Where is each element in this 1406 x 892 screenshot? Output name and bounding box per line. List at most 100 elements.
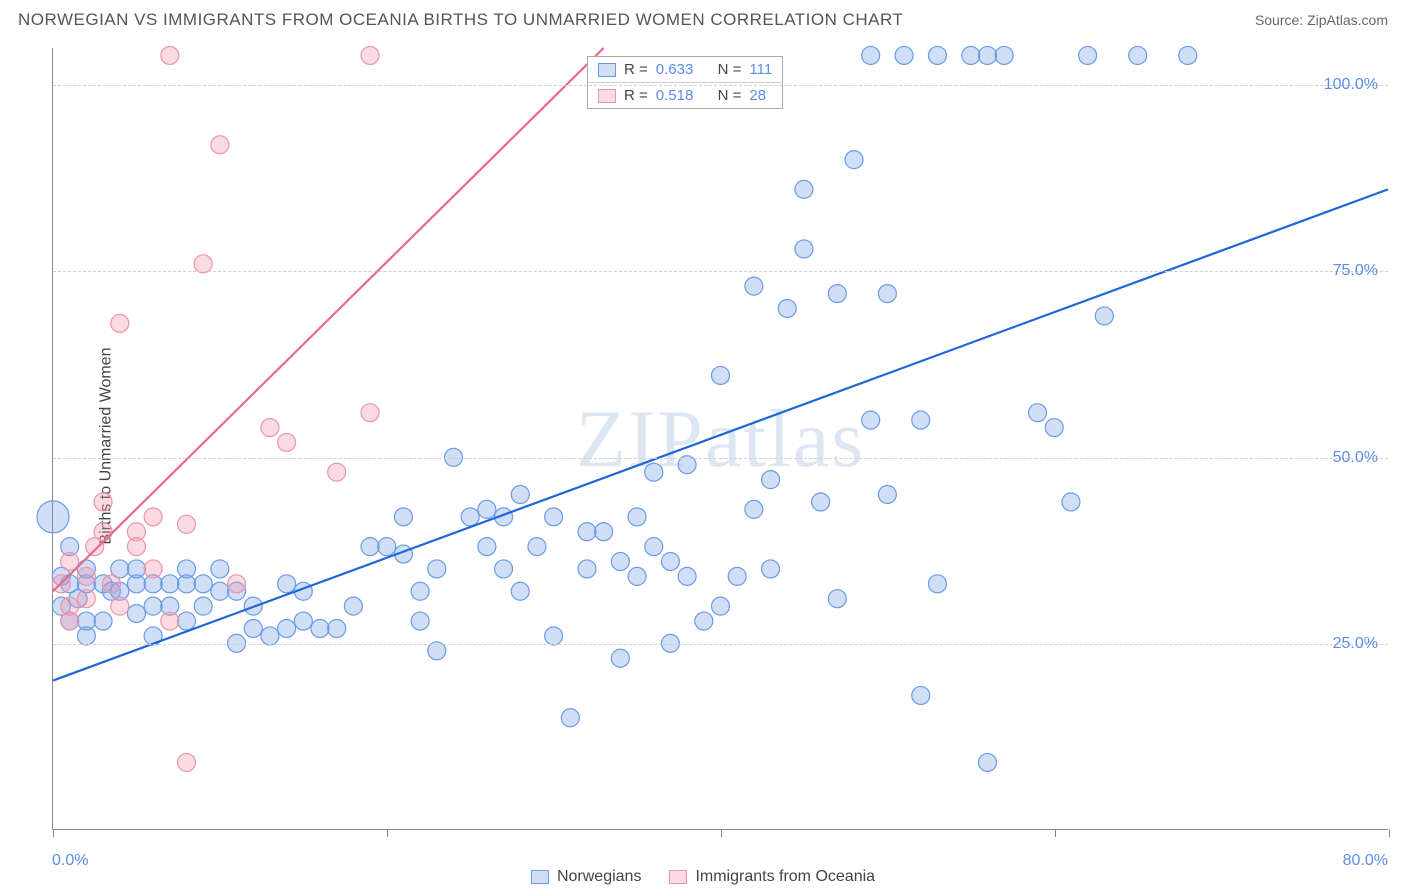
scatter-point (845, 151, 863, 169)
scatter-point (178, 753, 196, 771)
scatter-point (77, 590, 95, 608)
scatter-point (1045, 419, 1063, 437)
scatter-point (102, 575, 120, 593)
x-tick (721, 829, 722, 837)
scatter-point (161, 575, 179, 593)
trend-line (53, 48, 604, 591)
series-swatch (598, 63, 616, 77)
scatter-point (161, 46, 179, 64)
scatter-point (194, 597, 212, 615)
scatter-point (528, 538, 546, 556)
scatter-point (378, 538, 396, 556)
legend-item: Immigrants from Oceania (669, 868, 875, 886)
scatter-point (962, 46, 980, 64)
scatter-point (411, 582, 429, 600)
scatter-point (361, 404, 379, 422)
scatter-point (561, 709, 579, 727)
scatter-point (1062, 493, 1080, 511)
scatter-point (1095, 307, 1113, 325)
gridline-h (53, 458, 1388, 459)
scatter-point (895, 46, 913, 64)
scatter-point (711, 366, 729, 384)
scatter-point (762, 560, 780, 578)
scatter-point (762, 471, 780, 489)
x-tick (53, 829, 54, 837)
scatter-point (1079, 46, 1097, 64)
series-swatch (598, 89, 616, 103)
scatter-point (211, 582, 229, 600)
gridline-h (53, 644, 1388, 645)
scatter-point (545, 508, 563, 526)
scatter-point (144, 560, 162, 578)
scatter-point (328, 463, 346, 481)
scatter-point (661, 553, 679, 571)
scatter-point (478, 500, 496, 518)
scatter-point (94, 612, 112, 630)
y-tick-label: 100.0% (1324, 76, 1378, 94)
scatter-point (695, 612, 713, 630)
scatter-point (194, 255, 212, 273)
scatter-point (94, 523, 112, 541)
scatter-point (361, 46, 379, 64)
scatter-point (278, 619, 296, 637)
chart-plot-area: ZIPatlas R =0.633 N =111R =0.518 N =28 2… (52, 48, 1388, 830)
scatter-point (127, 538, 145, 556)
scatter-point (261, 419, 279, 437)
stat-n-value: 111 (749, 61, 772, 78)
scatter-point (828, 285, 846, 303)
scatter-point (628, 508, 646, 526)
scatter-svg (53, 48, 1388, 829)
scatter-point (77, 627, 95, 645)
scatter-point (178, 560, 196, 578)
scatter-point (745, 277, 763, 295)
scatter-point (978, 46, 996, 64)
scatter-point (178, 515, 196, 533)
scatter-point (711, 597, 729, 615)
scatter-point (161, 612, 179, 630)
gridline-h (53, 271, 1388, 272)
scatter-point (194, 575, 212, 593)
scatter-point (628, 567, 646, 585)
scatter-point (411, 612, 429, 630)
legend-swatch (531, 870, 549, 884)
scatter-point (127, 605, 145, 623)
scatter-point (978, 753, 996, 771)
scatter-point (878, 486, 896, 504)
scatter-point (77, 567, 95, 585)
scatter-point (745, 500, 763, 518)
scatter-point (795, 240, 813, 258)
legend-item: Norwegians (531, 868, 641, 886)
scatter-point (995, 46, 1013, 64)
chart-header: NORWEGIAN VS IMMIGRANTS FROM OCEANIA BIR… (18, 10, 1388, 30)
y-tick-label: 25.0% (1333, 635, 1378, 653)
legend-label: Norwegians (557, 868, 641, 886)
scatter-point (361, 538, 379, 556)
scatter-point (645, 538, 663, 556)
stat-r-label: R = (624, 61, 648, 78)
scatter-point (878, 285, 896, 303)
scatter-point (511, 486, 529, 504)
scatter-point (678, 567, 696, 585)
stats-row: R = 0.633 N = 111 (588, 57, 782, 83)
scatter-point (545, 627, 563, 645)
x-tick (1389, 829, 1390, 837)
scatter-point (912, 686, 930, 704)
y-tick-label: 50.0% (1333, 449, 1378, 467)
scatter-point (278, 575, 296, 593)
scatter-point (228, 575, 246, 593)
scatter-point (812, 493, 830, 511)
stat-r-value: 0.633 (656, 61, 694, 78)
scatter-point (795, 180, 813, 198)
scatter-point (111, 597, 129, 615)
scatter-point (144, 508, 162, 526)
stat-r-value: 0.518 (656, 87, 694, 104)
gridline-h (53, 85, 1388, 86)
stat-n-label: N = (718, 61, 742, 78)
scatter-point (828, 590, 846, 608)
scatter-point (611, 649, 629, 667)
scatter-point (178, 612, 196, 630)
y-tick-label: 75.0% (1333, 262, 1378, 280)
scatter-point (261, 627, 279, 645)
scatter-point (61, 612, 79, 630)
scatter-point (294, 612, 312, 630)
